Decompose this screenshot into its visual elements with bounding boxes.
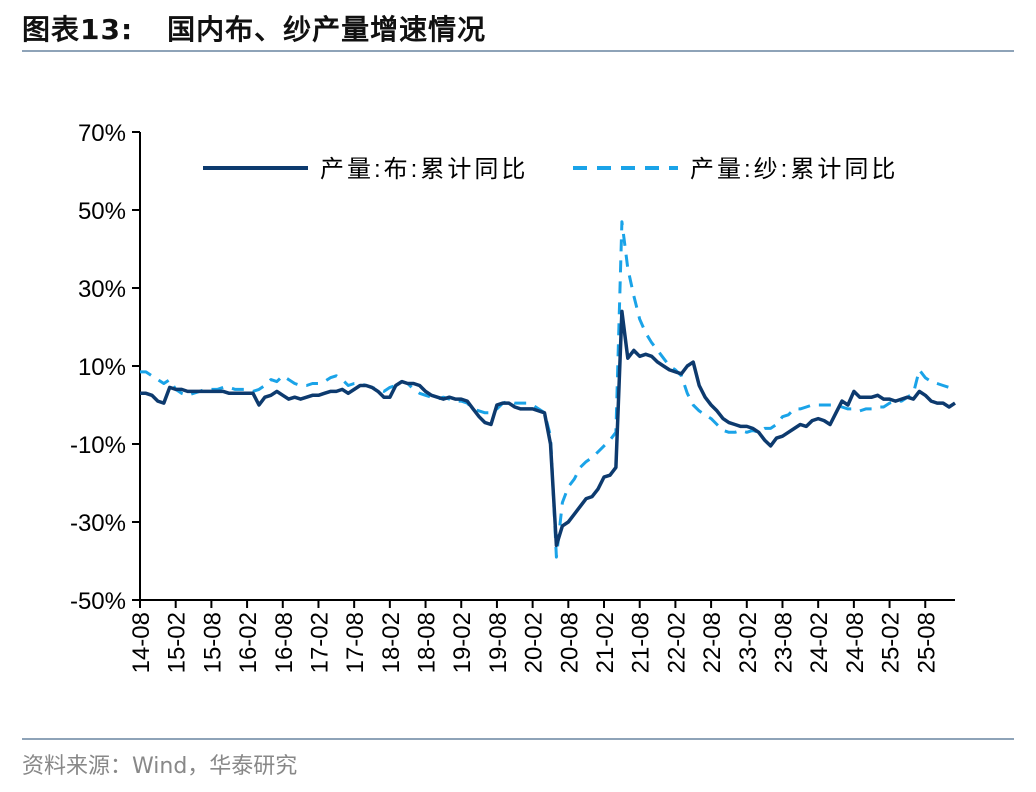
footer-divider [22,738,1014,740]
title-divider [22,50,1014,52]
x-tick-label: 18-08 [414,612,441,673]
figure-title: 图表13: 国内布、纱产量增速情况 [22,8,486,48]
figure-title-text: 国内布、纱产量增速情况 [167,13,487,46]
series-line-yarn [140,220,955,559]
x-tick-label: 17-02 [306,612,333,673]
legend-label: 产量:布:累计同比 [320,156,528,183]
x-tick-label: 15-02 [164,612,191,673]
x-tick-label: 17-08 [342,612,369,673]
x-tick-label: 16-08 [271,612,298,673]
x-tick-label: 15-08 [199,612,226,673]
y-tick-label: -30% [70,510,126,537]
x-tick-label: 24-02 [806,612,833,673]
legend-label: 产量:纱:累计同比 [690,156,898,183]
source-note: 资料来源：Wind，华泰研究 [22,754,298,779]
x-tick-label: 23-08 [770,612,797,673]
chart-legend: 产量:布:累计同比 产量:纱:累计同比 [203,156,898,183]
x-tick-label: 22-02 [663,612,690,673]
y-tick-label: 70% [78,120,126,147]
x-tick-label: 22-08 [699,612,726,673]
y-tick-label: 10% [78,354,126,381]
figure-label: 图表13: [22,13,134,46]
x-tick-label: 24-08 [842,612,869,673]
x-tick-label: 16-02 [235,612,262,673]
chart-series [140,220,956,559]
y-tick-label: -10% [70,432,126,459]
x-tick-label: 25-08 [913,612,940,673]
legend-item-cloth: 产量:布:累计同比 [203,156,528,183]
x-tick-label: 20-08 [556,612,583,673]
x-tick-label: 21-02 [592,612,619,673]
series-line-cloth [140,309,956,548]
x-tick-label: 18-02 [378,612,405,673]
y-tick-label: 50% [78,198,126,225]
legend-item-yarn: 产量:纱:累计同比 [573,156,898,183]
y-tick-label: -50% [70,588,126,615]
chart-axes: -50% -30% -10% 10% 30% 50% 70% 14-08 15-02 15-08 1… [70,120,955,673]
x-tick-label: 19-08 [485,612,512,673]
y-tick-label: 30% [78,276,126,303]
x-tick-label: 20-02 [521,612,548,673]
x-tick-label: 25-02 [878,612,905,673]
x-tick-label: 23-02 [735,612,762,673]
x-tick-label: 14-08 [128,612,155,673]
x-tick-label: 19-02 [449,612,476,673]
x-tick-label: 21-08 [628,612,655,673]
